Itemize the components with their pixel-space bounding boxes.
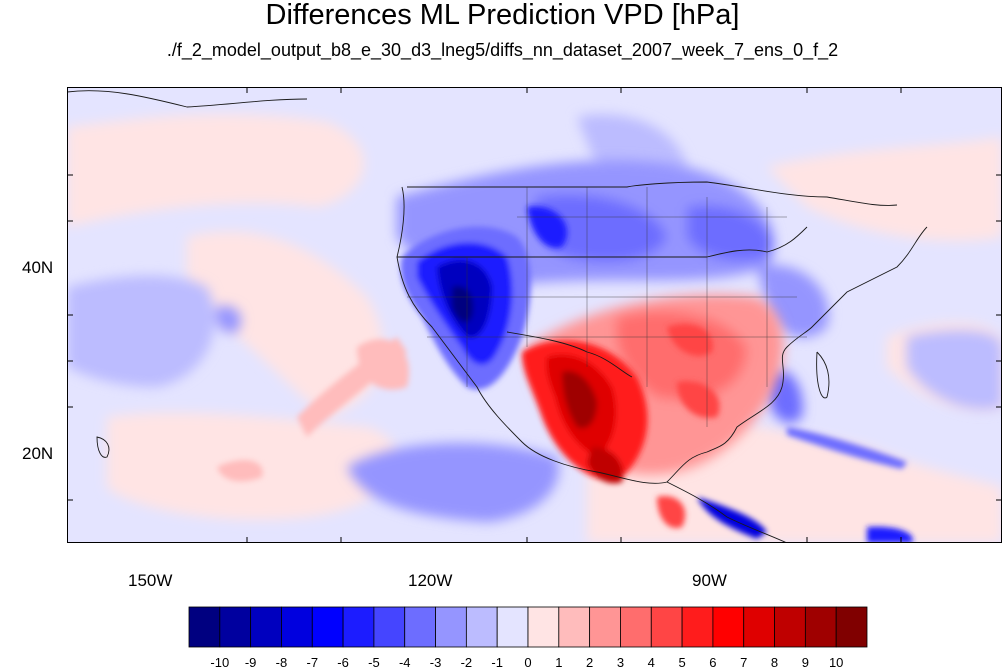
colorbar-swatch — [342, 606, 375, 648]
colorbar-swatch — [188, 606, 221, 648]
colorbar-label: 6 — [709, 655, 717, 670]
colorbar-swatch — [804, 606, 837, 648]
colorbar-swatch — [743, 606, 775, 648]
lon-label-120w: 120W — [408, 571, 453, 590]
lon-label-150w: 150W — [128, 571, 173, 590]
colorbar-swatch — [527, 606, 560, 648]
colorbar-swatch — [496, 606, 529, 648]
lat-label-40n: 40N — [22, 258, 54, 277]
colorbar-swatch — [250, 606, 282, 648]
colorbar-label: 9 — [801, 655, 809, 670]
colorbar-label: 2 — [586, 655, 594, 670]
colorbar-swatch — [681, 606, 714, 648]
lon-label-90w: 90W — [692, 571, 727, 590]
colorbar-swatch — [435, 606, 467, 648]
colorbar-swatch — [219, 606, 252, 648]
colorbar-swatch — [281, 606, 313, 648]
colorbar-swatch — [311, 606, 344, 648]
colorbar-swatches — [188, 606, 868, 648]
colorbar-swatch — [774, 606, 806, 648]
colorbar-swatch — [650, 606, 683, 648]
colorbar-swatch — [620, 606, 652, 648]
chart-title: Differences ML Prediction VPD [hPa] — [265, 0, 740, 31]
positive-streaks — [217, 337, 409, 482]
colorbar-label: -5 — [368, 655, 380, 670]
negative-southwest-core — [400, 206, 568, 390]
colorbar-label: -4 — [398, 655, 411, 670]
colorbar-swatch — [558, 606, 591, 648]
colorbar-label: 10 — [828, 655, 844, 670]
colorbar-label: 0 — [524, 655, 532, 670]
colorbar-label: -8 — [275, 655, 288, 670]
colorbar-label: 4 — [647, 655, 655, 670]
state-borders — [407, 187, 807, 427]
map-panel — [67, 87, 1002, 543]
colorbar-label: -6 — [337, 655, 349, 670]
colorbar-label: 3 — [616, 655, 625, 670]
colorbar-swatch — [835, 606, 868, 648]
negative-caribbean — [697, 427, 913, 543]
colorbar-label: -7 — [306, 655, 319, 670]
colorbar-swatch — [404, 606, 436, 648]
colorbar-label: 8 — [770, 655, 779, 670]
lat-label-20n: 20N — [22, 444, 54, 463]
colorbar-label: 5 — [678, 655, 686, 670]
vpd-difference-map — [67, 87, 1002, 543]
colorbar-swatch — [373, 606, 406, 648]
positive-weak-field — [67, 114, 1002, 543]
lon-ticks — [246, 87, 902, 543]
positive-core — [522, 323, 720, 528]
colorbar-label: 7 — [740, 655, 748, 670]
colorbar-label: -3 — [429, 655, 442, 670]
colorbar-label: -10 — [210, 655, 230, 670]
colorbar-label: -2 — [460, 655, 473, 670]
chart-subtitle: ./f_2_model_output_b8_e_30_d3_lneg5/diff… — [166, 40, 839, 60]
colorbar-swatch — [712, 606, 745, 648]
colorbar-swatch — [589, 606, 621, 648]
colorbar-swatch — [465, 606, 498, 648]
colorbar-label: 1 — [555, 655, 563, 670]
colorbar-label: -9 — [244, 655, 257, 670]
colorbar — [188, 606, 868, 650]
lat-ticks — [67, 174, 1002, 501]
colorbar-label: -1 — [491, 655, 503, 670]
